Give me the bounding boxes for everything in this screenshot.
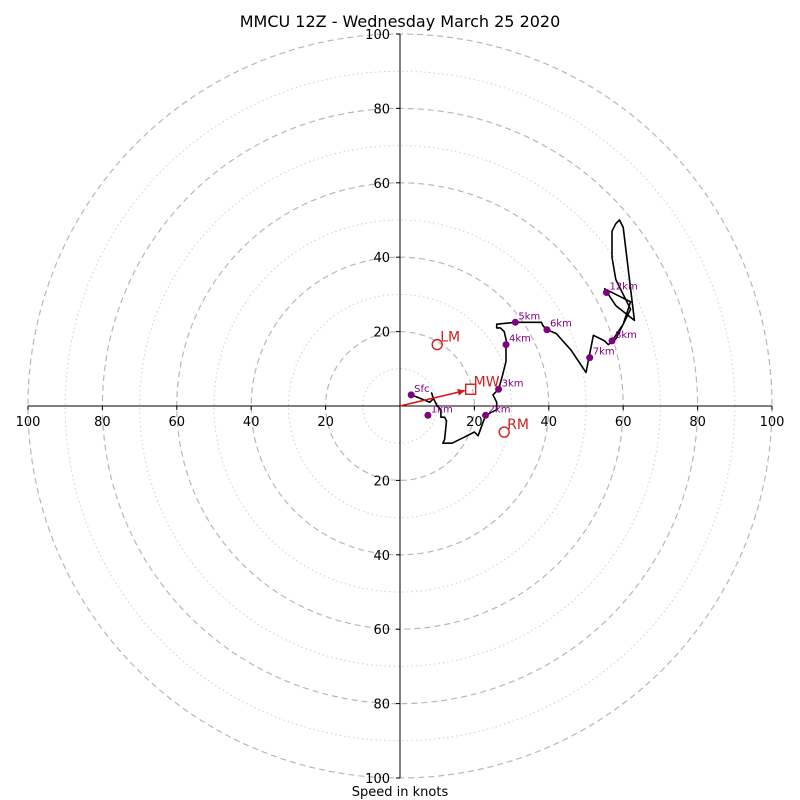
height-point: [495, 385, 503, 393]
y-tick-label: 40: [373, 251, 390, 266]
motion-label: MW: [474, 374, 500, 390]
height-label: 3km: [502, 378, 524, 389]
x-tick-label: 60: [615, 415, 632, 430]
height-point: [511, 318, 519, 326]
hodograph-line: [410, 219, 636, 444]
x-axis-label: Speed in knots: [352, 785, 449, 800]
x-tick-label: 80: [689, 415, 706, 430]
height-point: [407, 391, 415, 399]
chart-title: MMCU 12Z - Wednesday March 25 2020: [240, 12, 561, 31]
height-label: 5km: [518, 311, 540, 322]
y-tick-label: 40: [373, 549, 390, 564]
height-label: 2km: [489, 404, 511, 415]
y-tick-label: 20: [373, 326, 390, 341]
height-label: 6km: [550, 319, 572, 330]
x-tick-label: 100: [16, 415, 41, 430]
motion-marker: [464, 383, 477, 395]
y-tick-label: 60: [373, 623, 390, 638]
height-point: [608, 337, 616, 345]
height-point: [482, 411, 490, 419]
height-label: 7km: [593, 347, 615, 358]
height-label: 1km: [431, 404, 453, 415]
x-tick-label: 40: [541, 415, 558, 430]
height-point: [602, 289, 610, 297]
motion-marker: [431, 338, 443, 351]
y-tick-label: 20: [373, 474, 390, 489]
x-tick-label: 80: [94, 415, 111, 430]
y-tick-label: 100: [365, 28, 390, 43]
mean-wind-arrowhead: [457, 388, 465, 396]
x-tick-label: 20: [466, 415, 483, 430]
y-tick-label: 60: [373, 177, 390, 192]
height-label: 12km: [609, 282, 637, 293]
x-tick-label: 60: [169, 415, 186, 430]
y-tick-label: 100: [365, 772, 390, 787]
x-tick-label: 40: [243, 415, 260, 430]
x-tick-label: 20: [317, 415, 334, 430]
motion-label: LM: [440, 330, 460, 346]
height-label: Sfc: [414, 384, 429, 395]
x-tick-label: 100: [760, 415, 785, 430]
height-point: [543, 326, 551, 334]
height-point: [586, 354, 594, 362]
height-label: 8km: [615, 330, 637, 341]
height-label: 4km: [509, 334, 531, 345]
height-point: [502, 341, 510, 349]
y-tick-label: 80: [373, 698, 390, 713]
mean-wind-arrow: [399, 389, 466, 407]
motion-label: RM: [507, 417, 529, 433]
y-tick-label: 80: [373, 102, 390, 117]
tick-labels: 100 80 60 40 20 20 40 60 80 100 100 80 60 40 20 20 40 60 8…: [16, 28, 785, 787]
motion-marker: [498, 426, 510, 438]
height-point: [424, 411, 432, 419]
